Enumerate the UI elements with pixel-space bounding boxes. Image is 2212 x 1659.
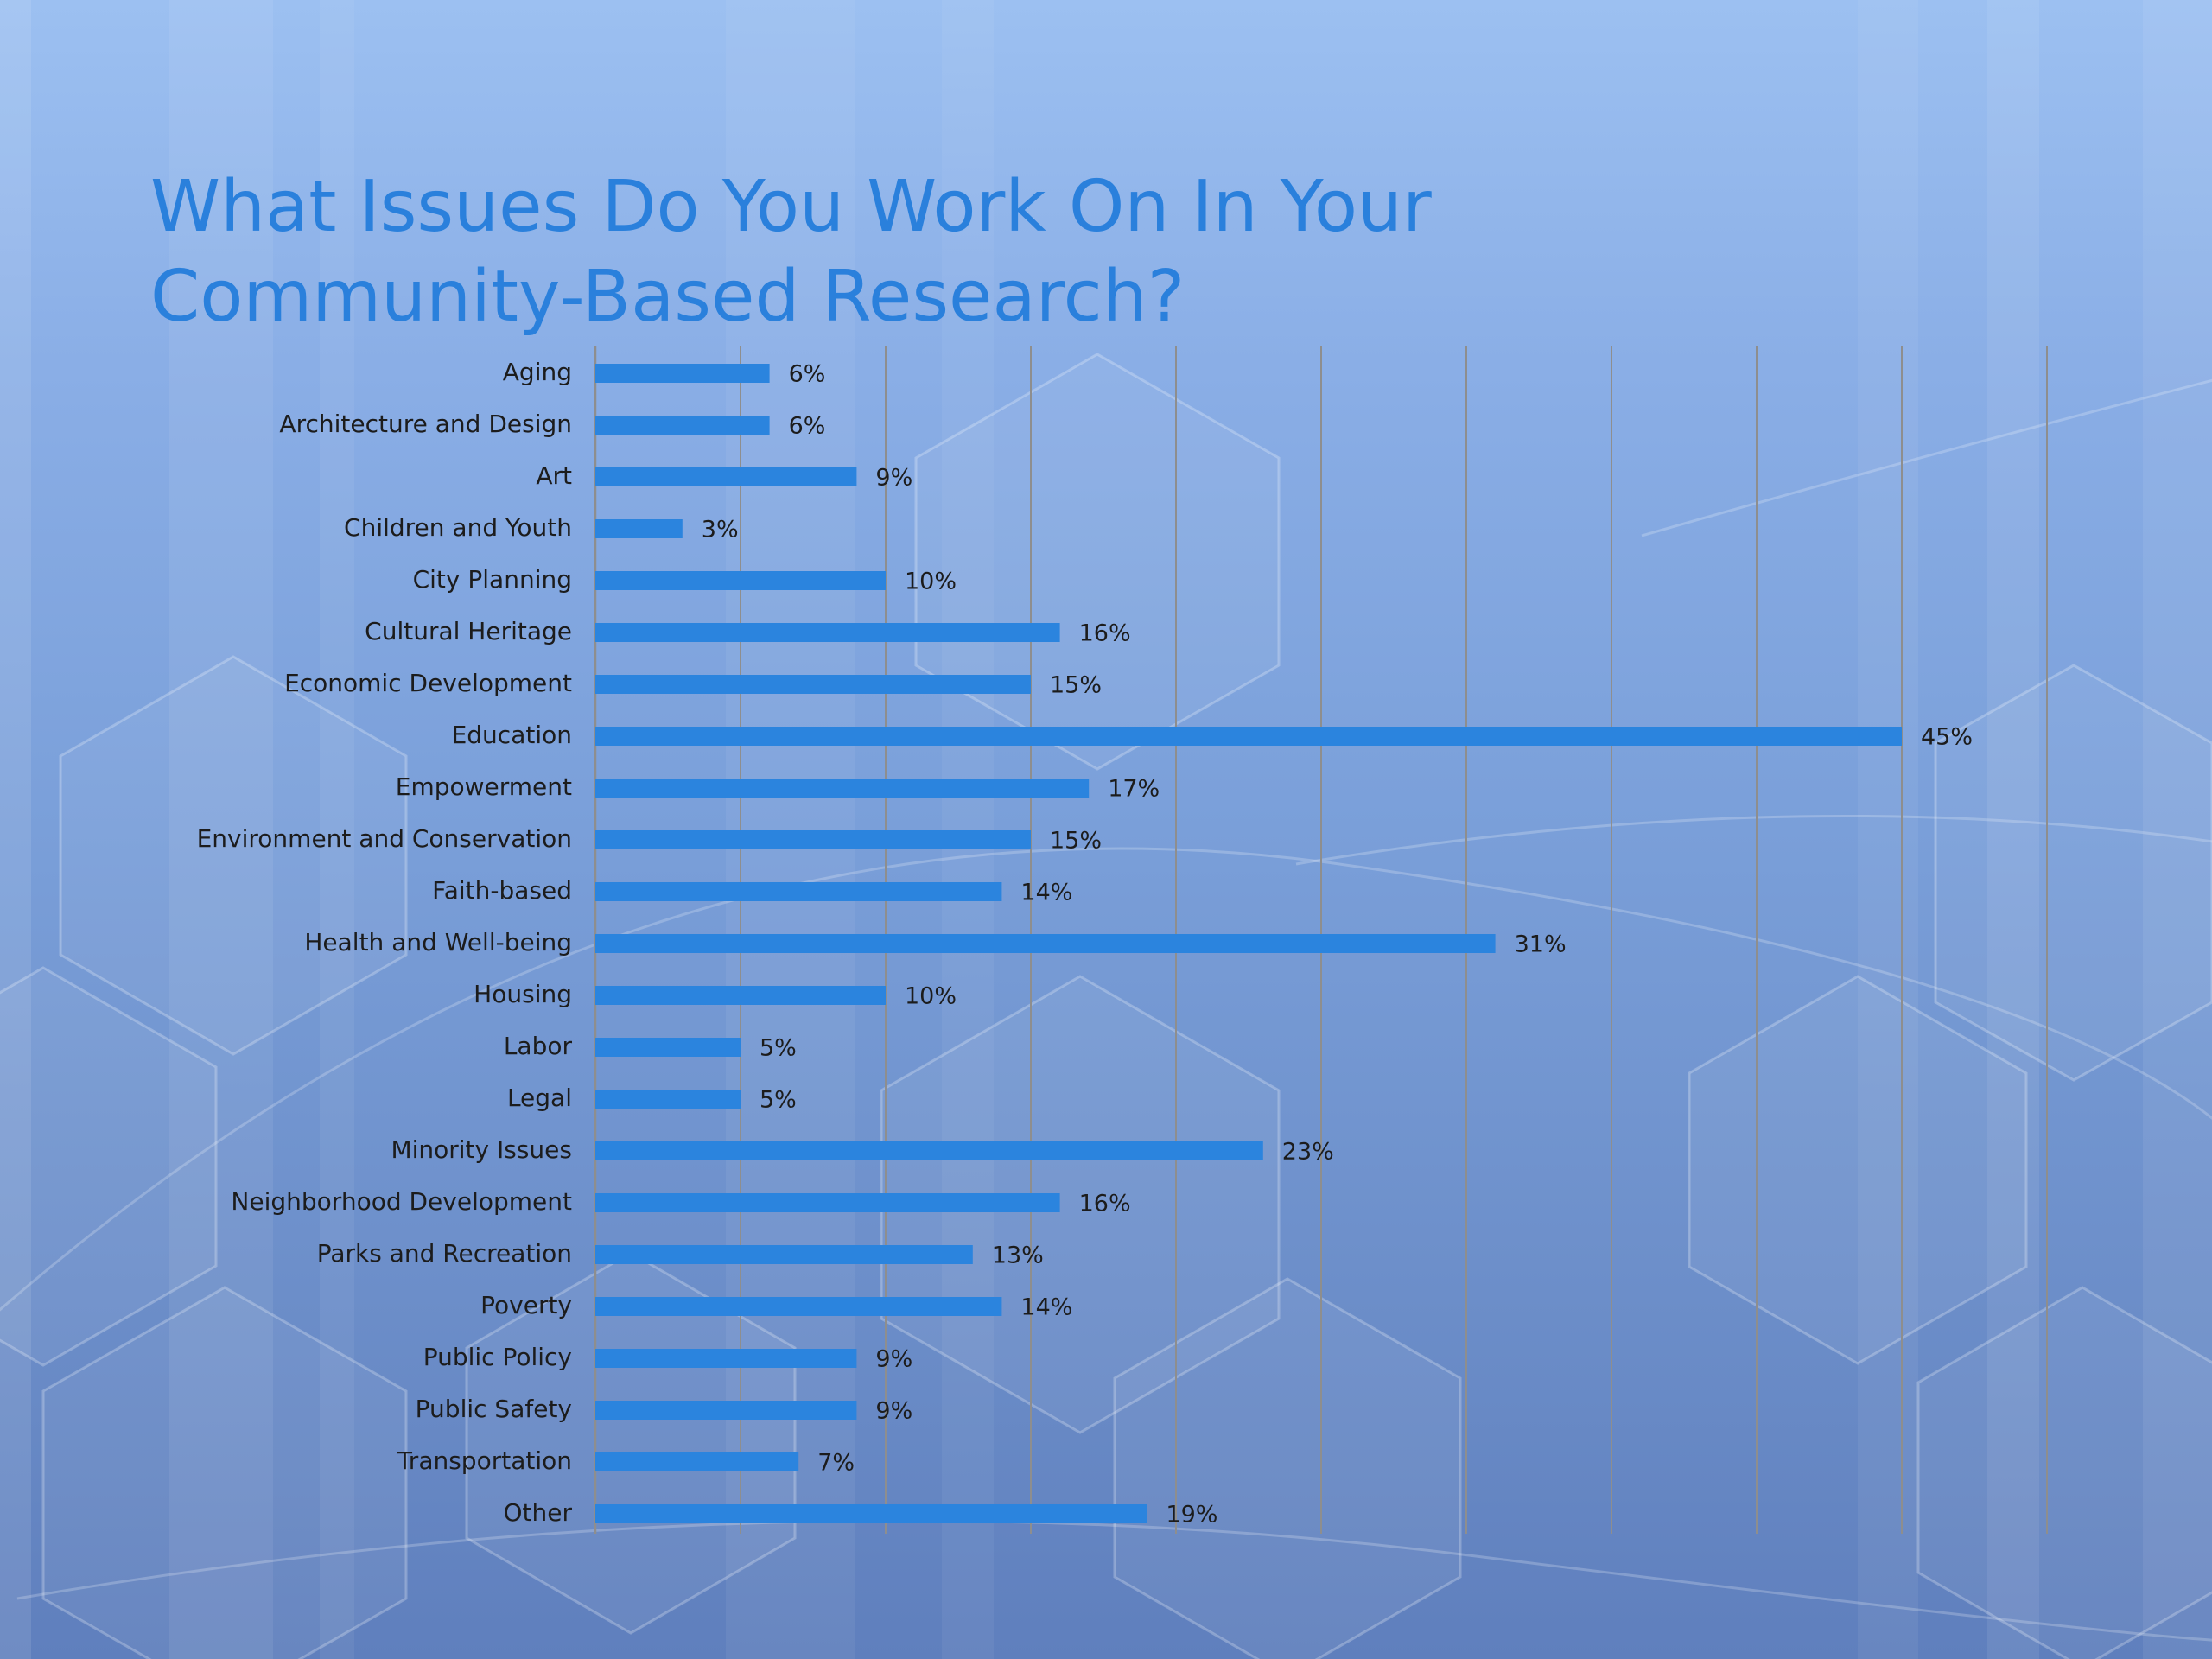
- data-label: 10%: [905, 983, 957, 1010]
- bar: [595, 1452, 799, 1471]
- category-label: Architecture and Design: [279, 410, 572, 438]
- data-label: 15%: [1050, 672, 1102, 699]
- category-label: Economic Development: [284, 669, 572, 697]
- data-label: 14%: [1020, 880, 1072, 906]
- bar: [595, 1038, 741, 1057]
- slide-title-line-2: Community-Based Research?: [150, 256, 1185, 338]
- category-label: Children and Youth: [344, 513, 572, 542]
- category-label: Minority Issues: [391, 1135, 572, 1164]
- category-label: Labor: [504, 1032, 573, 1060]
- category-label: Parks and Recreation: [317, 1239, 572, 1268]
- bar: [595, 1504, 1147, 1523]
- bars: [595, 364, 1902, 1523]
- bar: [595, 467, 857, 486]
- data-label: 13%: [992, 1243, 1044, 1269]
- bar: [595, 934, 1496, 953]
- bar: [595, 364, 770, 383]
- category-label: Education: [452, 721, 572, 749]
- data-label: 9%: [875, 465, 912, 492]
- bar: [595, 727, 1902, 746]
- value-labels: 6%6%9%3%10%16%15%45%17%15%14%31%10%5%5%2…: [702, 361, 1973, 1529]
- category-labels: Aging Architecture and Design Art Children …: [197, 358, 573, 1527]
- category-label: Art: [536, 461, 572, 490]
- data-label: 5%: [760, 1087, 797, 1114]
- bar: [595, 1349, 857, 1368]
- slide-title-line-1: What Issues Do You Work On In Your: [150, 166, 1432, 248]
- bar: [595, 779, 1090, 798]
- data-label: 16%: [1079, 1191, 1131, 1217]
- data-label: 19%: [1166, 1502, 1217, 1529]
- category-label: Public Safety: [416, 1395, 572, 1423]
- category-label: Legal: [507, 1084, 572, 1112]
- bar: [595, 1141, 1263, 1160]
- category-label: Health and Well-being: [304, 928, 572, 957]
- data-label: 10%: [905, 569, 957, 595]
- bar: [595, 1401, 857, 1420]
- category-label: Faith-based: [432, 876, 572, 905]
- data-label: 5%: [760, 1035, 797, 1062]
- bar: [595, 416, 770, 435]
- category-label: Poverty: [480, 1291, 572, 1319]
- bar: [595, 1245, 973, 1264]
- data-label: 7%: [817, 1450, 855, 1477]
- data-label: 6%: [789, 361, 826, 388]
- category-label: Public Policy: [423, 1343, 572, 1371]
- category-label: Other: [503, 1498, 572, 1527]
- bar: [595, 1297, 1002, 1316]
- bar: [595, 1193, 1060, 1212]
- bar: [595, 1090, 741, 1109]
- bar: [595, 830, 1031, 849]
- category-label: Housing: [474, 980, 572, 1008]
- category-label: Cultural Heritage: [365, 617, 572, 645]
- bar: [595, 571, 886, 590]
- bar: [595, 623, 1060, 642]
- slide-title: What Issues Do You Work On In Your Commu…: [150, 162, 1706, 342]
- data-label: 15%: [1050, 828, 1102, 855]
- data-label: 9%: [875, 1398, 912, 1425]
- data-label: 17%: [1108, 776, 1160, 803]
- category-label: Transportation: [397, 1446, 572, 1475]
- category-label: Environment and Conservation: [197, 824, 572, 853]
- data-label: 23%: [1282, 1139, 1334, 1166]
- data-label: 16%: [1079, 620, 1131, 647]
- bar: [595, 519, 683, 538]
- category-label: Neighborhood Development: [231, 1187, 572, 1216]
- data-label: 3%: [702, 517, 739, 543]
- category-label: Aging: [503, 358, 572, 386]
- bar: [595, 986, 886, 1005]
- data-label: 45%: [1921, 724, 1973, 751]
- bar: [595, 675, 1031, 694]
- bar: [595, 882, 1002, 901]
- category-label: Empowerment: [396, 772, 572, 801]
- data-label: 14%: [1020, 1294, 1072, 1321]
- data-label: 9%: [875, 1346, 912, 1373]
- data-label: 31%: [1515, 931, 1567, 958]
- data-label: 6%: [789, 413, 826, 440]
- category-label: City Planning: [413, 565, 572, 594]
